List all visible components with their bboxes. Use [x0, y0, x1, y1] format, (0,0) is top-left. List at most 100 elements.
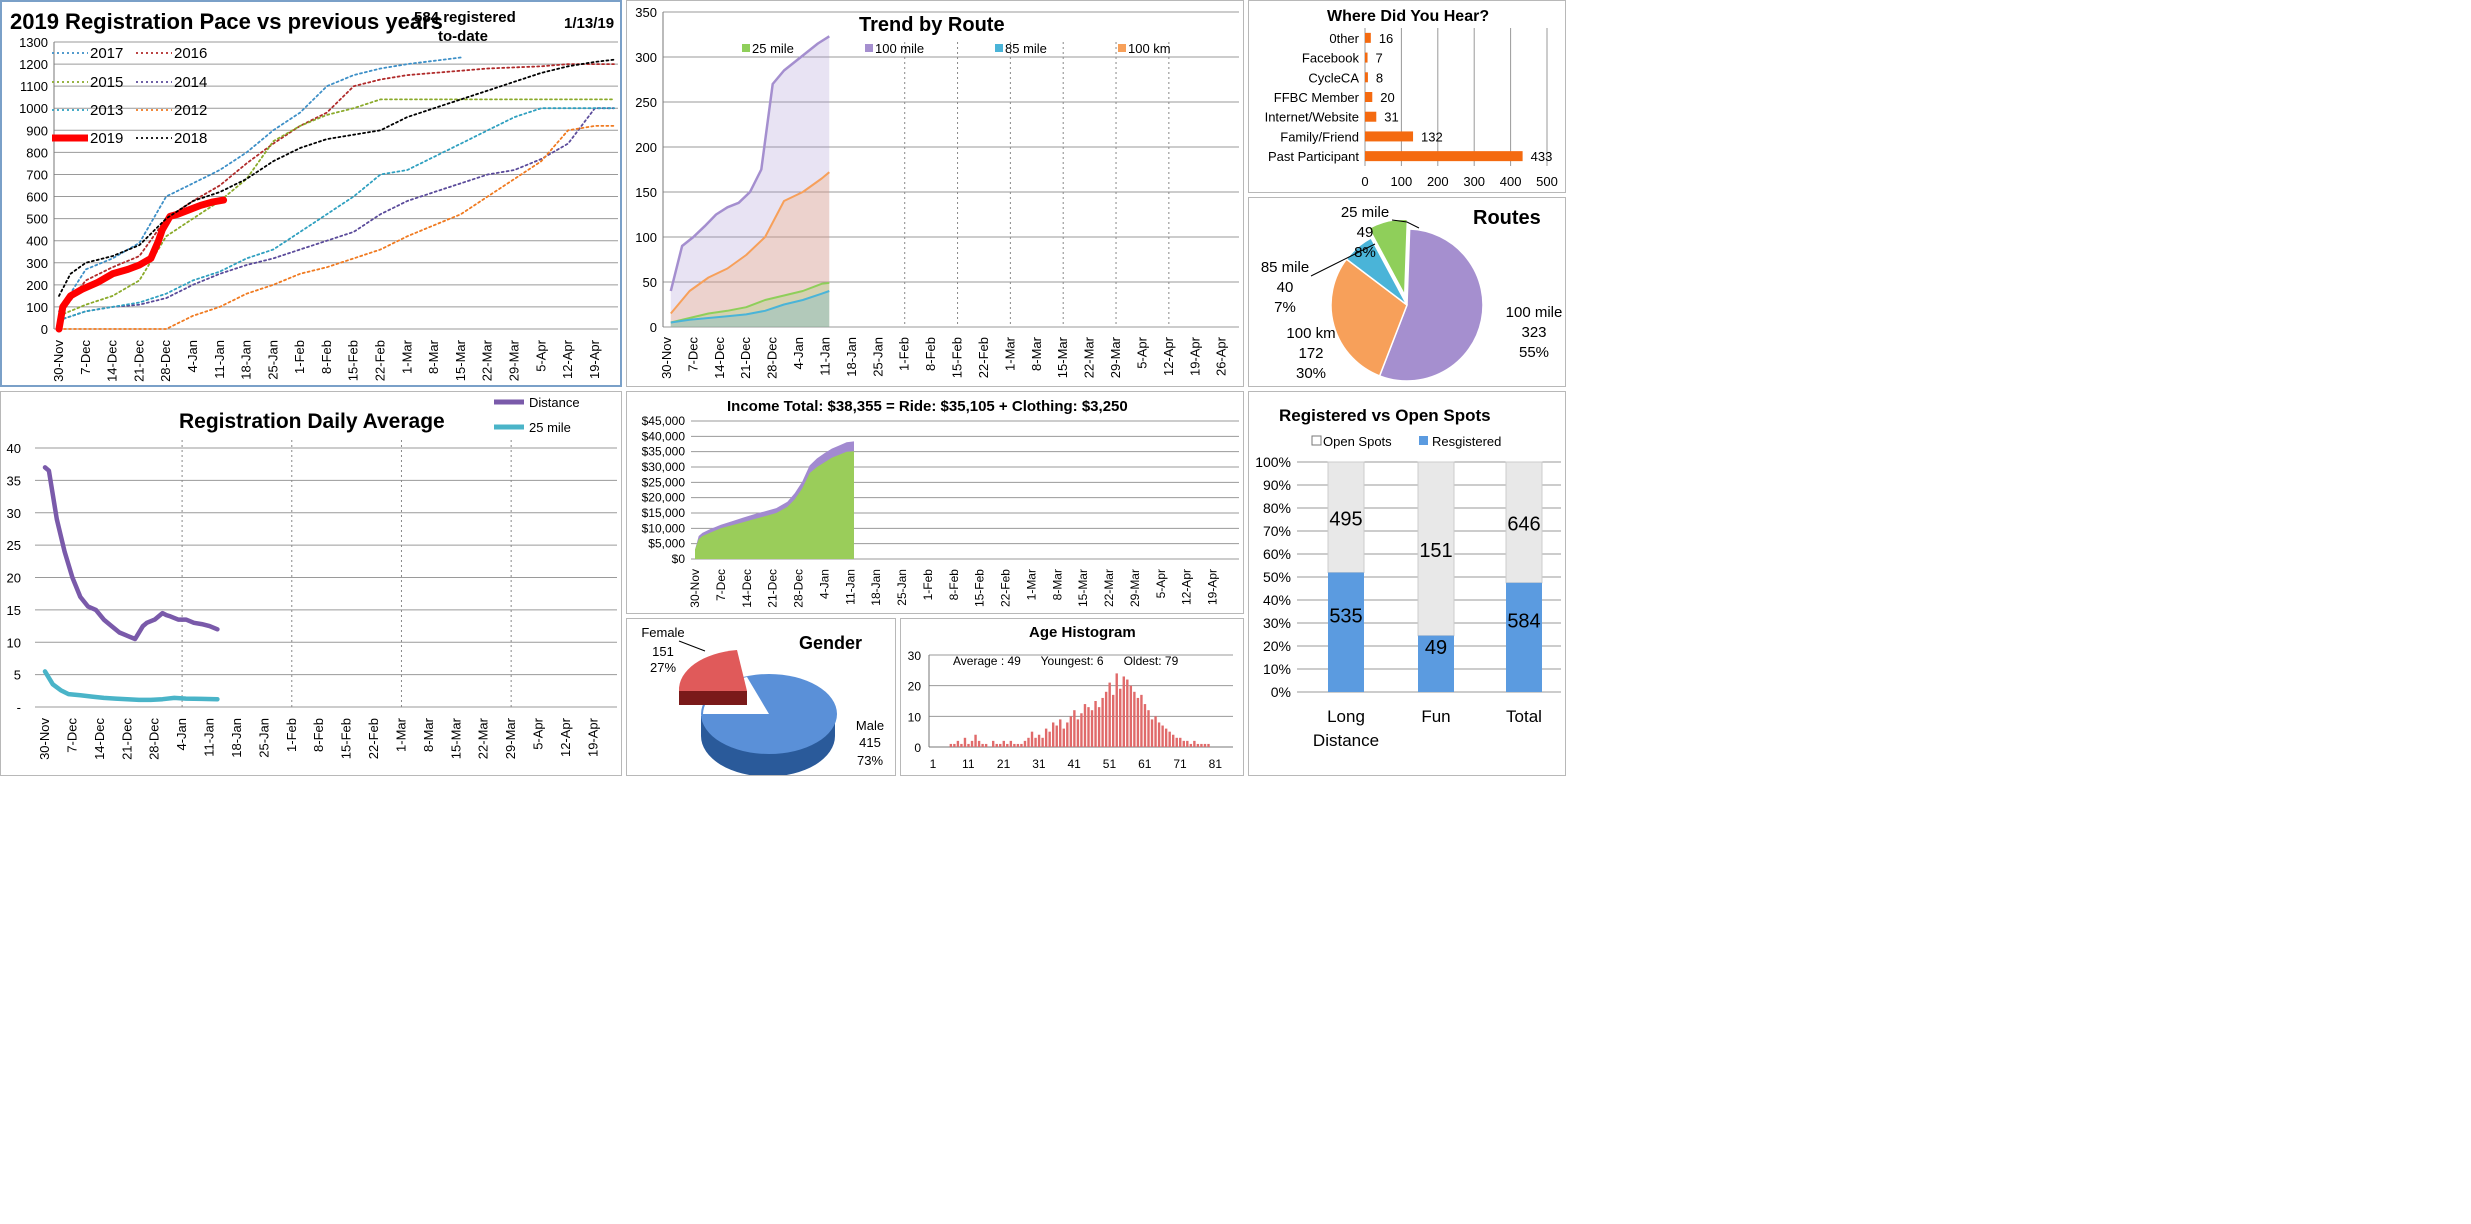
income-chart: $0$5,000 $10,000$15,000$20,000 $25,000$30,… [642, 414, 1239, 608]
daily-xtick: 19-Apr [585, 717, 600, 757]
daily-xtick: 22-Feb [366, 718, 381, 759]
pace-series-2013 [58, 107, 615, 322]
trend-xtick: 19-Apr [1187, 336, 1202, 376]
age-bar [1129, 685, 1133, 747]
age-bar [1073, 710, 1076, 747]
hear-xtick: 100 [1391, 174, 1413, 189]
pace-ytick: 800 [26, 145, 48, 160]
pace-legend-label-2015: 2015 [90, 74, 123, 91]
trend-series-100-km [670, 171, 830, 315]
pace-ytick: 1300 [19, 35, 48, 50]
trend-area-25-mile [670, 282, 830, 327]
hear-value-label: 433 [1531, 149, 1553, 164]
gender-leader-line [678, 640, 706, 652]
trend-xtick: 1-Feb [897, 337, 912, 371]
age-xtick: 41 [1067, 757, 1081, 771]
gender-male-label-percent: 73% [857, 753, 883, 768]
age-bar [1059, 719, 1062, 747]
income-xtick: 15-Mar [1076, 569, 1090, 607]
pace-chart: 0 100 200 300 400 500 600 700 800 900 1000 1100 1200… [19, 35, 618, 382]
income-xtick: 22-Feb [999, 569, 1013, 607]
trend-xtick: 4-Jan [791, 337, 806, 370]
age-bar [953, 743, 956, 747]
age-bar [1193, 740, 1196, 747]
daily-legend-label-Distance: Distance [529, 395, 580, 410]
age-bar [1119, 688, 1122, 747]
hear-value-label: 132 [1421, 129, 1443, 144]
hear-bar [1365, 92, 1373, 102]
regopen-bar-open [1327, 461, 1365, 574]
daily-ytick: 40 [7, 441, 21, 456]
pace-series-2012 [58, 125, 615, 330]
regopen-ytick: 20% [1263, 638, 1291, 654]
daily-xtick: 28-Dec [147, 718, 162, 760]
age-xtick: 61 [1138, 757, 1152, 771]
income-xtick: 1-Feb [921, 569, 935, 601]
age-bar [1052, 722, 1055, 747]
daily-xtick: 4-Jan [174, 718, 189, 751]
pace-xtick: 4-Jan [185, 340, 200, 373]
age-bar [1207, 743, 1210, 747]
pace-xtick: 12-Apr [560, 339, 575, 379]
pace-ytick: 400 [26, 234, 48, 249]
income-xtick: 25-Jan [895, 569, 909, 606]
trend-legend-swatch-85-mile [995, 44, 1003, 52]
pace-ytick: 100 [26, 300, 48, 315]
pace-xtick: 18-Jan [239, 340, 254, 380]
age-bar [956, 740, 960, 747]
daily-xtick: 29-Mar [503, 717, 518, 759]
daily-ytick: 15 [7, 603, 21, 618]
regopen-value-registered: 584 [1507, 610, 1540, 632]
income-xtick: 11-Jan [843, 569, 857, 605]
age-bar [1097, 707, 1101, 747]
hear-bar [1365, 52, 1368, 63]
routes-leader-line [1310, 243, 1376, 277]
age-bar [1182, 740, 1185, 747]
trend-xtick: 18-Jan [844, 337, 859, 377]
routes-chart: 25 mile 49 8% 85 mile 40 7% 100 km 172 30% 100 mi… [1261, 204, 1563, 382]
trend-ytick: 350 [635, 5, 657, 20]
pace-ytick: 500 [26, 212, 48, 227]
trend-legend-swatch-100-km [1118, 44, 1126, 52]
trend-ytick: 100 [635, 230, 657, 245]
hear-bar [1365, 72, 1368, 83]
trend-xtick: 7-Dec [685, 337, 700, 372]
routes-panel: Routes 25 mile 49 8% 85 mile 40 7% 100 km 172 30… [1248, 197, 1566, 387]
routes-label-percent: 8% [1354, 244, 1376, 261]
hear-bar [1365, 32, 1371, 43]
trend-xtick: 26-Apr [1214, 336, 1229, 376]
pace-series-2014 [58, 107, 615, 322]
age-bar [1034, 737, 1037, 747]
gender-slice-female [678, 650, 747, 691]
trend-xtick: 5-Apr [1134, 336, 1149, 368]
trend-legend-label-100-mile: 100 mile [875, 41, 924, 56]
pace-panel: 2019 Registration Pace vs previous years… [0, 0, 622, 387]
trend-area-85-mile [670, 291, 830, 327]
routes-slice-100-mile [1378, 228, 1484, 382]
hear-chart: 0 100 200 300 400 500 0ther 16 Facebook 7 CycleCA 8… [1265, 28, 1558, 189]
age-bar [1126, 679, 1129, 747]
routes-label-value: 49 [1357, 224, 1374, 241]
routes-label-name: 85 mile [1261, 259, 1309, 276]
age-bar [1108, 682, 1111, 747]
pace-xtick: 25-Jan [265, 340, 280, 380]
routes-leader-line [1391, 219, 1420, 229]
trend-xtick: 8-Feb [923, 337, 938, 371]
daily-ytick: 20 [7, 571, 21, 586]
trend-xtick: 28-Dec [765, 337, 780, 379]
regopen-value-registered: 535 [1329, 605, 1362, 627]
daily-xtick: 12-Apr [558, 717, 573, 757]
age-panel: Age Histogram Average : 49 Youngest: 6 O… [900, 618, 1244, 776]
income-xtick: 8-Feb [947, 569, 961, 601]
regopen-value-open: 151 [1419, 540, 1452, 562]
trend-ytick: 300 [635, 50, 657, 65]
age-bar [1172, 734, 1175, 747]
age-bar [1055, 725, 1058, 747]
trend-xtick: 22-Feb [976, 337, 991, 378]
pace-legend-label-2018: 2018 [174, 130, 207, 147]
regopen-bar-registered [1328, 572, 1364, 692]
age-bar [967, 743, 970, 747]
income-ytick: $5,000 [648, 537, 685, 551]
age-bar [1062, 728, 1065, 747]
age-bar [1136, 697, 1140, 747]
